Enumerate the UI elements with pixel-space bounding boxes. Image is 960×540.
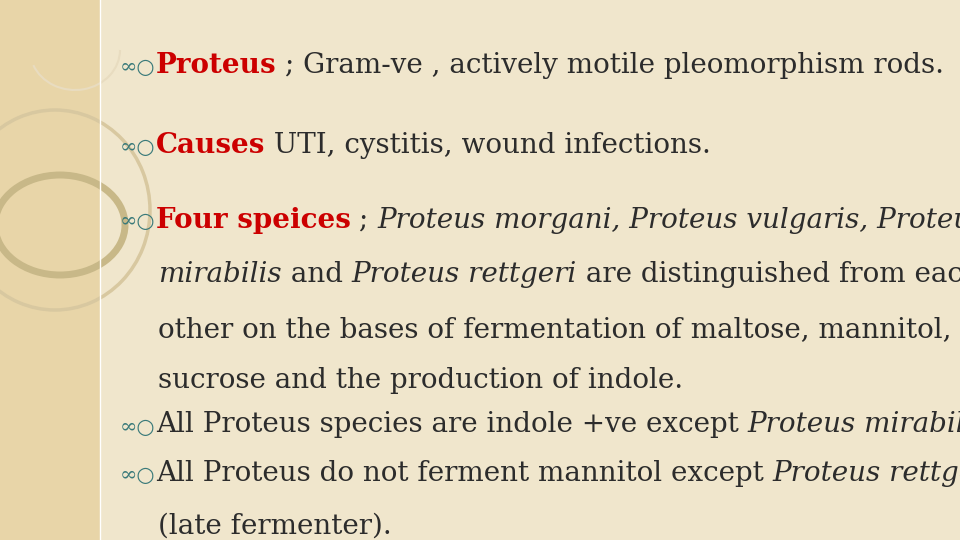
Text: Proteus mirabilis.: Proteus mirabilis. xyxy=(747,411,960,438)
Text: ∞○: ∞○ xyxy=(120,57,156,77)
Text: sucrose and the production of indole.: sucrose and the production of indole. xyxy=(158,367,684,394)
Text: ; Gram-ve , actively motile pleomorphism rods.: ; Gram-ve , actively motile pleomorphism… xyxy=(276,51,945,78)
Text: and: and xyxy=(282,261,352,288)
Text: are distinguished from each: are distinguished from each xyxy=(577,261,960,288)
Text: mirabilis: mirabilis xyxy=(158,261,282,288)
Text: Causes: Causes xyxy=(156,132,265,159)
Text: Proteus: Proteus xyxy=(156,51,276,78)
Text: All Proteus do not ferment mannitol except: All Proteus do not ferment mannitol exce… xyxy=(156,460,772,487)
Text: ;: ; xyxy=(350,206,377,233)
Text: (late fermenter).: (late fermenter). xyxy=(158,513,392,540)
Text: ∞○: ∞○ xyxy=(120,138,156,157)
Text: Four speices: Four speices xyxy=(156,206,350,233)
Text: Proteus rettgeri: Proteus rettgeri xyxy=(352,261,577,288)
Text: All Proteus species are indole +ve except: All Proteus species are indole +ve excep… xyxy=(156,411,747,438)
Text: Proteus rettgeri: Proteus rettgeri xyxy=(772,460,960,487)
Text: ∞○: ∞○ xyxy=(120,417,156,436)
Text: ∞○: ∞○ xyxy=(120,213,156,232)
Text: ∞○: ∞○ xyxy=(120,466,156,485)
Bar xyxy=(0,0,100,540)
Text: Proteus morgani, Proteus vulgaris, Proteus: Proteus morgani, Proteus vulgaris, Prote… xyxy=(377,206,960,233)
Text: UTI, cystitis, wound infections.: UTI, cystitis, wound infections. xyxy=(265,132,710,159)
Text: other on the bases of fermentation of maltose, mannitol,: other on the bases of fermentation of ma… xyxy=(158,316,952,343)
